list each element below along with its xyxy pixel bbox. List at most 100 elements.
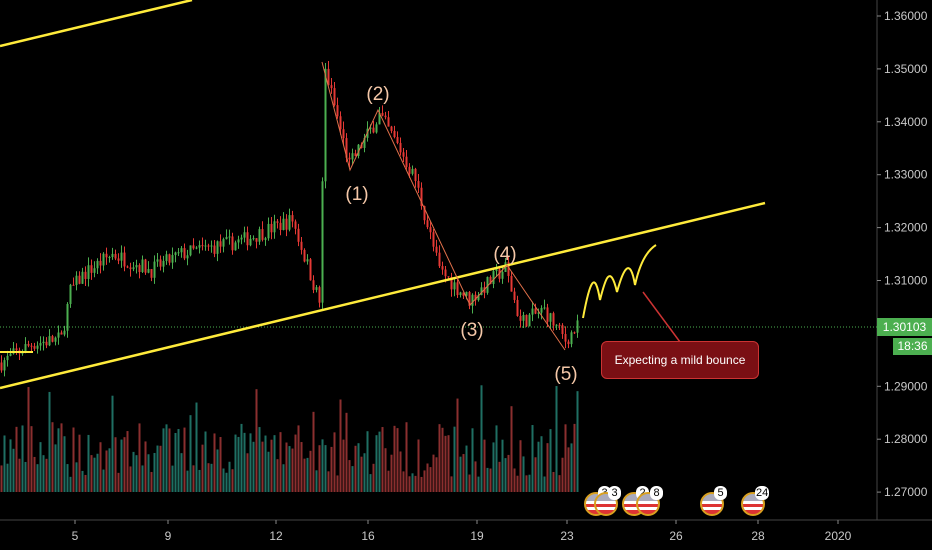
volume-bar [129,466,132,492]
candle-body [249,238,252,246]
volume-bar [294,434,297,492]
candle-body [81,271,84,284]
candle-body [36,345,39,349]
candle-body [135,265,138,268]
candle-body [69,284,72,304]
candle-body [51,336,54,342]
candle-body [210,245,213,247]
candle-body [492,271,495,284]
volume-bar [210,463,213,492]
volume-bar [12,448,15,492]
volume-bar [27,387,30,492]
x-tick-label: 28 [751,529,765,543]
volume-bar [555,386,558,492]
bar-countdown-label: 18:36 [893,338,932,355]
volume-bar [267,451,270,492]
volume-bar [177,429,180,492]
volume-bar [54,444,57,492]
volume-bar [354,445,357,492]
candle-body [261,229,264,240]
candle-body [429,227,432,233]
candle-body [573,332,576,334]
candle-body [402,152,405,157]
volume-bar [147,454,150,492]
candle-body [531,308,534,315]
volume-bar [495,425,498,492]
candle-body [276,221,279,223]
candle-body [255,238,258,242]
volume-bar [357,443,360,492]
volume-bar [291,448,294,492]
volume-bar [387,470,390,492]
candle-body [105,253,108,258]
candle-body [57,332,60,338]
volume-bar [417,439,420,492]
candle-body [336,105,339,117]
volume-bar [192,465,195,492]
x-tick-label: 23 [560,529,574,543]
volume-bar [279,432,282,492]
candle-body [378,112,381,125]
candle-body [126,266,129,268]
candle-body [240,237,243,240]
volume-bar [237,436,240,492]
volume-bar [93,457,96,492]
economic-event-flag-icon[interactable]: 3 [594,486,621,516]
candle-body [351,153,354,160]
volume-bar [135,455,138,492]
volume-bar [339,399,342,492]
candle-body [54,337,57,342]
candle-body [471,294,474,306]
candle-body [159,259,162,267]
x-tick-label: 9 [165,529,172,543]
volume-bar [105,450,108,492]
economic-event-flag-icon[interactable]: 24 [741,486,770,516]
annotation-callout[interactable]: Expecting a mild bounce [601,341,759,379]
candle-body [171,255,174,263]
candle-body [162,260,165,267]
volume-bar [543,476,546,492]
economic-event-flag-icon[interactable]: 5 [700,486,727,516]
candle-body [513,291,516,300]
volume-bar [6,463,9,492]
candle-body [576,320,579,333]
volume-bar [123,437,126,492]
volume-bar [444,435,447,492]
projected-bounce-path [582,244,657,319]
volume-bar [225,472,228,492]
volume-bar [498,461,501,492]
volume-bar [480,385,483,492]
volume-bar [384,448,387,492]
volume-bar [558,475,561,492]
candle-body [384,115,387,118]
volume-bar [528,474,531,492]
y-tick-label: 1.29000 [884,379,928,393]
volume-bar [162,428,165,492]
volume-bar [84,474,87,492]
volume-bar [507,454,510,492]
volume-bar [117,472,120,492]
volume-bar [306,457,309,492]
volume-bar [486,467,489,492]
volume-bar [381,427,384,492]
volume-bar [429,467,432,492]
volume-bar [522,456,525,492]
candle-body [327,68,330,86]
candle-body [507,262,510,276]
volume-bar [261,441,264,492]
candle-body [30,345,33,347]
volume-bar [99,442,102,492]
candle-body [252,238,255,240]
candle-body [144,259,147,273]
candle-body [258,229,261,242]
volume-bar [399,451,402,492]
volume-bar [111,395,114,492]
candle-body [45,341,48,346]
candle-body [24,344,27,353]
candle-body [129,267,132,270]
economic-event-flag-icon[interactable]: 8 [636,486,663,516]
volume-bar [81,470,84,492]
candle-body [564,334,567,342]
